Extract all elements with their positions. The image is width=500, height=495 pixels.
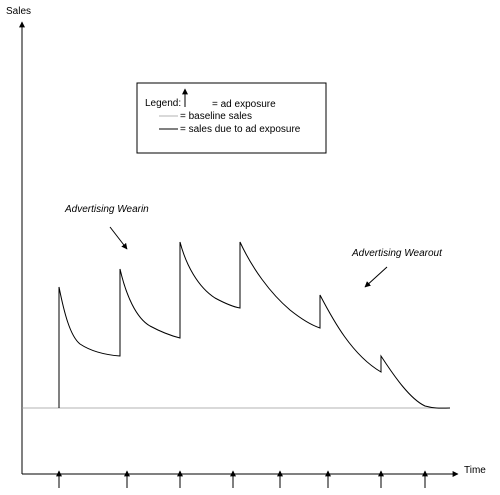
legend-title: Legend: xyxy=(145,98,181,109)
y-axis-label: Sales xyxy=(6,6,31,17)
legend: Legend: = ad exposure = baseline sales =… xyxy=(136,82,327,154)
sales-curve xyxy=(58,241,451,409)
wearout-annotation: Advertising Wearout xyxy=(351,248,443,259)
legend-sales-label: = sales due to ad exposure xyxy=(180,124,301,135)
legend-exposure-label: = ad exposure xyxy=(212,99,276,110)
wearin-arrow xyxy=(109,226,128,250)
legend-box xyxy=(136,82,327,154)
legend-baseline-label: = baseline sales xyxy=(180,111,252,122)
x-axis-label: Time xyxy=(464,465,486,476)
wearin-annotation: Advertising Wearin xyxy=(64,204,149,215)
wearout-arrow xyxy=(364,266,388,288)
